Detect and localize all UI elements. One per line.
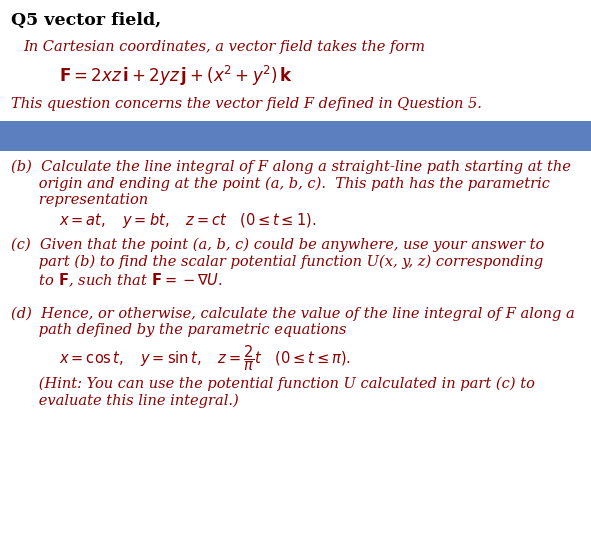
Text: $x = at,\quad y = bt,\quad z = ct\quad (0 \leq t \leq 1).$: $x = at,\quad y = bt,\quad z = ct\quad (…	[59, 211, 316, 230]
Text: to $\mathbf{F}$, such that $\mathbf{F} = -\nabla U$.: to $\mathbf{F}$, such that $\mathbf{F} =…	[11, 271, 223, 288]
Text: In Cartesian coordinates, a vector field takes the form: In Cartesian coordinates, a vector field…	[24, 40, 426, 54]
Text: origin and ending at the point (a, b, c).  This path has the parametric: origin and ending at the point (a, b, c)…	[11, 176, 550, 191]
Text: (Hint: You can use the potential function U calculated in part (c) to: (Hint: You can use the potential functio…	[11, 377, 534, 391]
Text: (b)  Calculate the line integral of F along a straight-line path starting at the: (b) Calculate the line integral of F alo…	[11, 160, 570, 174]
Text: This question concerns the vector field F defined in Question 5.: This question concerns the vector field …	[11, 97, 482, 111]
Text: part (b) to find the scalar potential function U(x, y, z) corresponding: part (b) to find the scalar potential fu…	[11, 254, 543, 269]
Text: representation: representation	[11, 193, 148, 207]
Text: evaluate this line integral.): evaluate this line integral.)	[11, 393, 238, 408]
Text: $x = \cos t,\quad y = \sin t,\quad z = \dfrac{2}{\pi}t\quad (0 \leq t \leq \pi).: $x = \cos t,\quad y = \sin t,\quad z = \…	[59, 343, 351, 373]
Text: Q5 vector field,: Q5 vector field,	[11, 12, 161, 29]
Text: (d)  Hence, or otherwise, calculate the value of the line integral of F along a: (d) Hence, or otherwise, calculate the v…	[11, 307, 574, 321]
Bar	[0, 121, 591, 151]
Text: path defined by the parametric equations: path defined by the parametric equations	[11, 323, 346, 337]
Text: (c)  Given that the point (a, b, c) could be anywhere, use your answer to: (c) Given that the point (a, b, c) could…	[11, 238, 544, 252]
Text: $\mathbf{F} = 2xz\,\mathbf{i} + 2yz\,\mathbf{j} + (x^2+y^2)\,\mathbf{k}$: $\mathbf{F} = 2xz\,\mathbf{i} + 2yz\,\ma…	[59, 63, 293, 88]
